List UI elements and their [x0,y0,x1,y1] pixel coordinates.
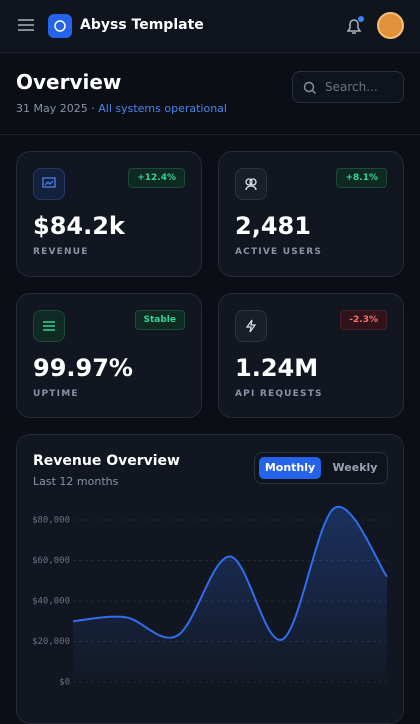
tab-group: Monthly Weekly [254,452,388,484]
stat-value: 2,481 [235,212,311,240]
area [73,506,387,682]
stat-label: API REQUESTS [235,389,323,399]
stat-change: Stable [134,310,185,330]
stat-icon [235,168,267,200]
subheading: 31 May 2025 · All systems operational [16,102,227,115]
chart-subtitle: Last 12 months [33,475,119,488]
y-tick-label: $60,000 [32,556,70,566]
stat-icon [33,310,65,342]
search-placeholder: Search... [325,80,378,94]
stat-change: +8.1% [336,168,387,188]
date: 31 May 2025 [16,102,88,115]
stat-change: -2.3% [340,310,387,330]
search-box[interactable]: Search... [292,71,404,103]
logo [48,14,72,38]
tab[interactable]: Weekly [332,461,378,474]
menu-button[interactable] [17,17,35,33]
y-tick-label: $0 [59,678,70,688]
stat-label: REVENUE [33,247,89,257]
stat-value: 99.97% [33,354,133,382]
page-title: Overview [16,70,122,94]
stat-value: $84.2k [33,212,125,240]
notifications[interactable] [344,15,366,37]
stat-label: UPTIME [33,389,79,399]
chart-title: Revenue Overview [33,453,180,469]
stat-icon [235,310,267,342]
y-tick-label: $80,000 [32,516,70,526]
y-tick-label: $20,000 [32,637,70,647]
stat-label: ACTIVE USERS [235,247,323,257]
stat-change: +12.4% [128,168,185,188]
header: Abyss Template [0,0,420,53]
status: All systems operational [98,102,227,115]
stat-value: 1.24M [235,354,319,382]
avatar[interactable] [377,12,404,39]
chart: $0 $20,000 $40,000 $60,000 $80,000 [32,505,388,688]
line [72,505,388,641]
stat-card: +8.1% 2,481 ACTIVE USERS [218,151,404,277]
stat-card: -2.3% 1.24M API REQUESTS [218,293,404,418]
tab-active[interactable]: Monthly [259,457,321,479]
app-title: Abyss Template [80,17,204,33]
stat-card: Stable 99.97% UPTIME [16,293,202,418]
stat-icon [33,168,65,200]
stat-card: +12.4% $84.2k REVENUE [16,151,202,277]
y-tick-label: $40,000 [32,597,70,607]
